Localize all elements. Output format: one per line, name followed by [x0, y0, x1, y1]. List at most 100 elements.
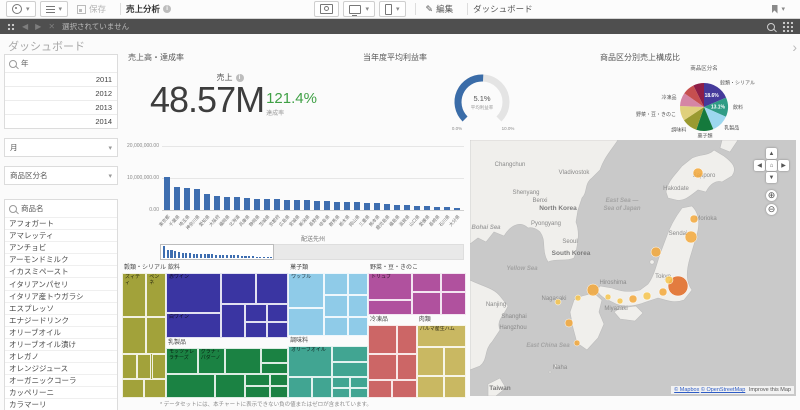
product-filter-header[interactable]: 商品名 [5, 200, 117, 217]
bar[interactable] [393, 204, 400, 210]
year-value-row[interactable]: 2014 [5, 114, 117, 128]
treemap-cell[interactable] [441, 273, 466, 292]
treemap-cell[interactable]: ペンネ [146, 273, 167, 317]
improve-map-link[interactable]: Improve this Map [748, 387, 791, 393]
treemap-cell[interactable] [144, 379, 167, 398]
treemap-cell[interactable] [245, 385, 270, 398]
bar[interactable] [333, 201, 340, 210]
treemap-cell[interactable] [443, 376, 466, 398]
treemap-chart[interactable]: 穀類・シリアル ズィティ ペンネ 飲料 赤ワイン 白ワイン 乳製品 モッツァレラチーズ グラナ・… [122, 263, 466, 398]
category-filter[interactable]: 商品区分名 [4, 166, 118, 185]
treemap-cell[interactable] [122, 379, 145, 398]
treemap-cell[interactable] [220, 273, 257, 305]
selections-tool-icon[interactable] [7, 22, 15, 31]
bar[interactable] [343, 202, 350, 210]
product-value-row[interactable]: エナジードリンク [5, 313, 117, 326]
treemap-cell[interactable] [332, 387, 351, 398]
treemap-cell[interactable] [367, 379, 393, 398]
treemap-cell[interactable] [122, 354, 137, 380]
map-bubble[interactable] [604, 293, 612, 301]
treemap-cell[interactable] [367, 354, 398, 380]
bar[interactable] [443, 207, 450, 210]
treemap-cell[interactable] [288, 377, 313, 398]
treemap-cell[interactable] [267, 322, 289, 338]
treemap-cell[interactable] [412, 291, 442, 315]
product-value-row[interactable]: オレンジジュース [5, 362, 117, 375]
pie-slice[interactable] [696, 107, 714, 131]
treemap-cell[interactable] [397, 354, 417, 380]
map-bubble[interactable] [574, 294, 582, 302]
bar[interactable] [243, 197, 250, 210]
bar[interactable] [163, 176, 170, 210]
mapbox-link[interactable]: © Mapbox [674, 387, 700, 393]
clear-selections-icon[interactable]: ✕ [48, 21, 56, 31]
home-button[interactable]: ⌂ [766, 160, 777, 171]
treemap-cell[interactable] [347, 273, 368, 295]
pie-slice[interactable] [680, 105, 704, 121]
map-bubble[interactable] [684, 230, 698, 244]
treemap-cell[interactable]: ズィティ [122, 273, 147, 317]
treemap-cell[interactable] [412, 273, 442, 292]
pie-slice[interactable] [683, 107, 704, 130]
treemap-cell[interactable] [136, 354, 152, 380]
bar[interactable] [323, 201, 330, 210]
treemap-cell[interactable] [350, 377, 368, 388]
treemap-cell[interactable] [245, 322, 268, 338]
bar[interactable] [213, 195, 220, 210]
treemap-cell[interactable] [332, 377, 351, 388]
treemap-cell[interactable]: パルマ産生ハム [416, 324, 466, 347]
product-value-row[interactable]: アフォガート [5, 217, 117, 230]
bar[interactable] [223, 196, 230, 210]
treemap-cell[interactable] [269, 373, 289, 386]
treemap-cell[interactable] [146, 316, 167, 355]
treemap-cell[interactable] [324, 295, 348, 317]
treemap-cell[interactable] [267, 304, 289, 323]
treemap-cell[interactable] [332, 345, 368, 362]
product-value-row[interactable]: イカスミペースト [5, 265, 117, 278]
product-value-row[interactable]: オリーブオイル漬け [5, 337, 117, 351]
mobile-view-button[interactable] [379, 1, 406, 17]
map-bubble[interactable] [658, 287, 668, 297]
map-bubble[interactable] [564, 318, 574, 328]
treemap-cell[interactable] [392, 379, 417, 398]
treemap-cell[interactable] [332, 361, 368, 378]
treemap-cell[interactable] [220, 304, 246, 338]
map-bubble[interactable] [586, 283, 600, 297]
search-icon[interactable] [9, 59, 17, 68]
treemap-cell[interactable] [324, 317, 348, 336]
selections-grid-icon[interactable] [782, 21, 793, 32]
global-menu-button[interactable] [6, 1, 36, 17]
treemap-cell[interactable]: グラナ・パダーノ [197, 347, 225, 374]
sheet-selector[interactable]: ダッシュボード [473, 4, 533, 14]
treemap-cell[interactable] [397, 324, 417, 355]
bar[interactable] [193, 189, 200, 210]
treemap-cell[interactable]: 白ワイン [166, 313, 221, 338]
next-sheet-arrow-icon[interactable]: › [792, 39, 797, 55]
bar[interactable] [403, 205, 410, 210]
navigation-menu-button[interactable] [39, 1, 69, 17]
search-icon[interactable] [9, 204, 17, 213]
kpi-object[interactable]: 48.57M 121.4% 達成率 [150, 82, 317, 118]
bar[interactable] [183, 187, 190, 210]
product-value-row[interactable]: カラマーリ [5, 398, 117, 410]
bar[interactable] [263, 199, 270, 210]
map-bubble[interactable] [692, 167, 704, 179]
bar[interactable] [453, 207, 460, 210]
pan-up-button[interactable]: ▲ [766, 148, 777, 159]
treemap-cell[interactable] [416, 376, 444, 398]
product-value-row[interactable]: エスプレッソ [5, 301, 117, 314]
treemap-cell[interactable] [122, 316, 147, 355]
treemap-cell[interactable]: ワッフル [288, 273, 325, 308]
treemap-cell[interactable] [312, 377, 333, 398]
pie-slice[interactable] [704, 83, 727, 107]
pan-left-button[interactable]: ◀ [754, 160, 765, 171]
bar[interactable] [173, 186, 180, 210]
treemap-cell[interactable] [416, 346, 444, 377]
bar[interactable] [313, 200, 320, 210]
bookmark-button[interactable] [767, 2, 791, 16]
treemap-cell[interactable] [367, 324, 398, 355]
treemap-cell[interactable] [367, 300, 413, 315]
step-back-icon[interactable]: ◀ [22, 21, 29, 31]
desktop-view-button[interactable] [343, 1, 375, 17]
map-bubble[interactable] [650, 246, 662, 258]
